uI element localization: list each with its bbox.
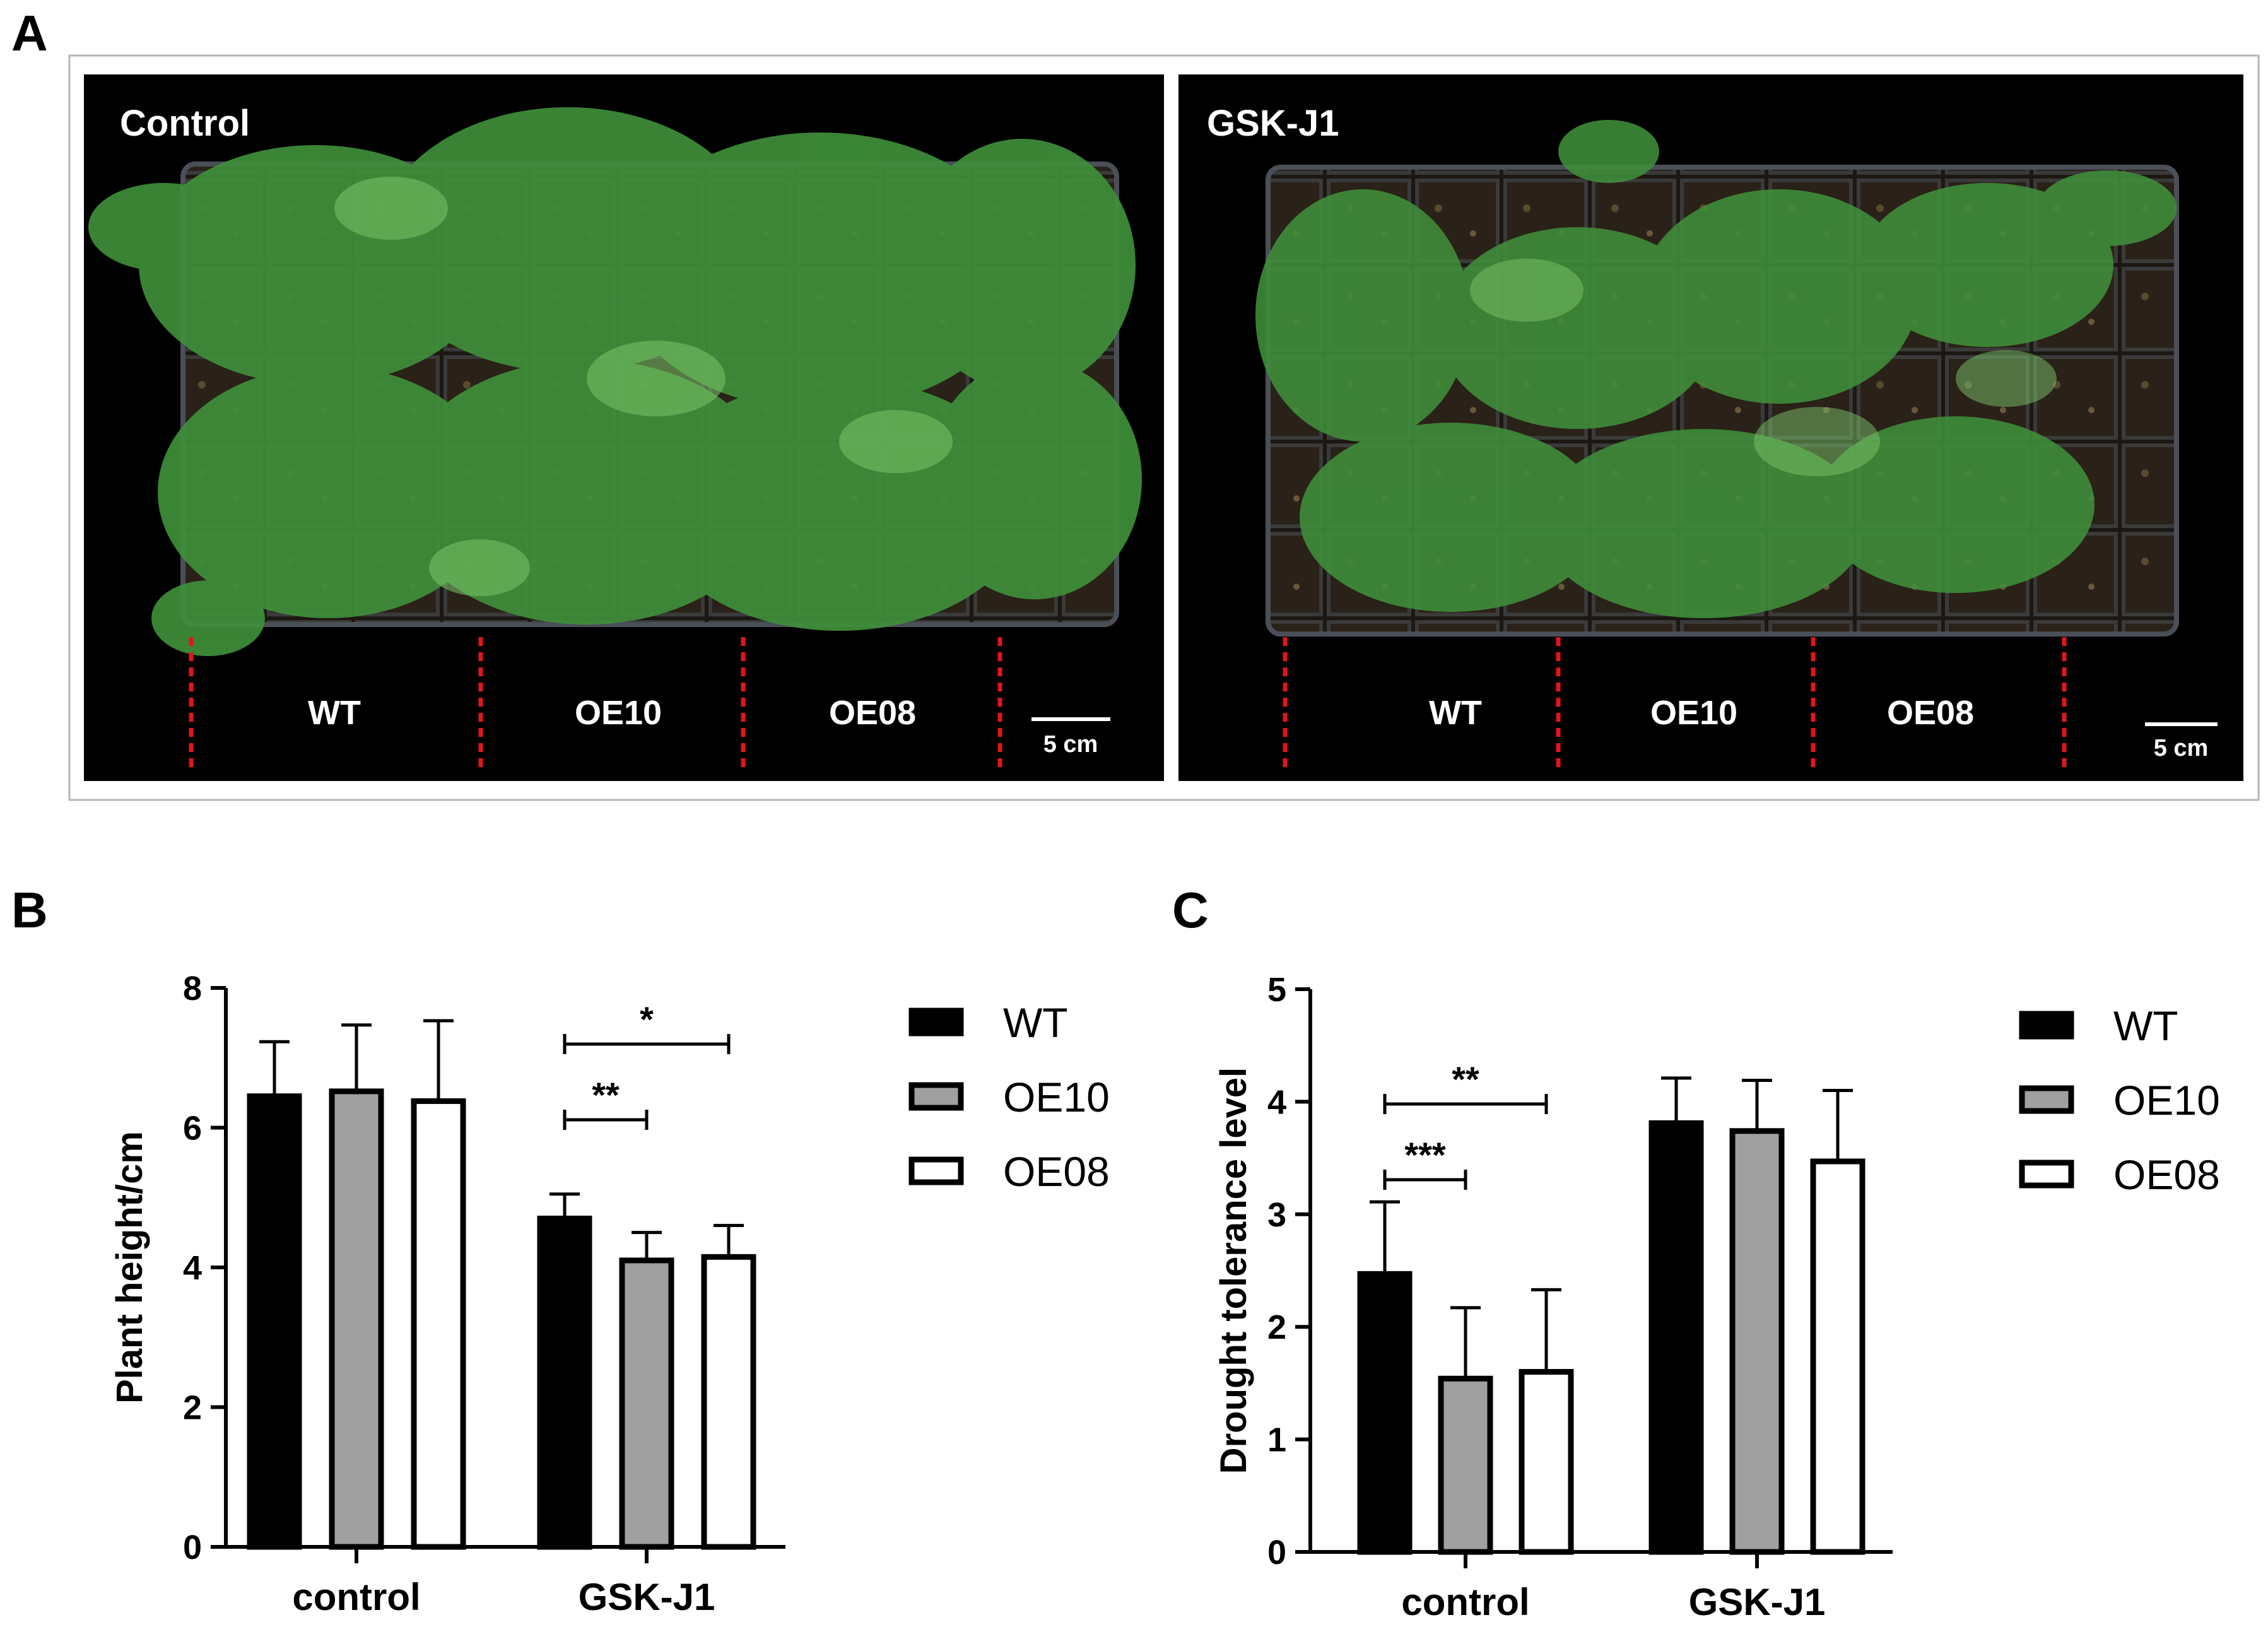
bar-oe10 bbox=[329, 1088, 384, 1550]
x-tick-label: control bbox=[292, 1576, 420, 1618]
photo-control: Control WT OE10 OE08 5 cm bbox=[84, 74, 1164, 781]
bar-wt bbox=[247, 1093, 302, 1550]
y-axis-label: Drought tolerance level bbox=[1213, 1067, 1254, 1474]
bar-oe10 bbox=[1729, 1128, 1785, 1555]
y-tick-label: 2 bbox=[1267, 1308, 1286, 1346]
legend-swatch-oe08 bbox=[908, 1156, 964, 1185]
bar-oe08 bbox=[1519, 1369, 1574, 1555]
photo-title-gsk-j1: GSK-J1 bbox=[1207, 103, 1339, 144]
y-tick-label: 2 bbox=[183, 1389, 202, 1427]
photo-frame bbox=[68, 54, 2260, 801]
bar-wt bbox=[1648, 1120, 1704, 1555]
legend-label-oe10: OE10 bbox=[1003, 1074, 1110, 1120]
bar-oe08 bbox=[701, 1254, 756, 1550]
y-tick-label: 0 bbox=[183, 1529, 202, 1566]
scale-label: 5 cm bbox=[1043, 731, 1098, 758]
genotype-dividers bbox=[189, 637, 1002, 773]
y-tick-label: 8 bbox=[183, 970, 202, 1007]
bar-wt bbox=[537, 1215, 592, 1550]
legend-swatch-wt bbox=[2019, 1011, 2074, 1040]
y-tick-label: 1 bbox=[1267, 1421, 1286, 1459]
x-tick-label: control bbox=[1401, 1581, 1529, 1623]
x-tick-label: GSK-J1 bbox=[579, 1576, 715, 1618]
legend-label-oe10: OE10 bbox=[2113, 1077, 2220, 1124]
significance-label: * bbox=[640, 999, 654, 1039]
significance-label: ** bbox=[592, 1075, 620, 1115]
panel-label-a: A bbox=[11, 5, 48, 61]
bar-wt bbox=[1357, 1271, 1413, 1555]
legend-label-wt: WT bbox=[1003, 999, 1068, 1046]
bar-oe10 bbox=[1438, 1375, 1493, 1555]
legend-label-wt: WT bbox=[2113, 1002, 2178, 1049]
significance-label: ** bbox=[1452, 1059, 1479, 1099]
genotype-label-wt: WT bbox=[1429, 694, 1482, 732]
y-tick-label: 0 bbox=[1267, 1534, 1286, 1571]
genotype-label-oe10: OE10 bbox=[1650, 694, 1737, 732]
legend-swatch-oe10 bbox=[2019, 1085, 2074, 1114]
panel-label-c: C bbox=[1172, 882, 1209, 938]
significance-label: *** bbox=[1404, 1135, 1446, 1175]
legend-swatch-wt bbox=[908, 1007, 964, 1037]
genotype-label-oe10: OE10 bbox=[575, 694, 662, 732]
genotype-label-wt: WT bbox=[308, 694, 361, 732]
x-tick-label: GSK-J1 bbox=[1689, 1581, 1826, 1623]
y-tick-label: 4 bbox=[1267, 1083, 1286, 1121]
bar-oe08 bbox=[1810, 1158, 1866, 1555]
scale-label: 5 cm bbox=[2154, 735, 2209, 761]
photo-gsk-j1: GSK-J1 WT OE10 OE08 5 cm bbox=[1178, 74, 2243, 781]
chart-drought-tolerance: 0 1 2 3 4 5 Drought tolerance level control GSK-… bbox=[1213, 971, 2220, 1623]
genotype-label-oe08: OE08 bbox=[829, 694, 916, 732]
bar-oe08 bbox=[411, 1098, 466, 1550]
y-tick-label: 5 bbox=[1267, 971, 1286, 1009]
genotype-dividers bbox=[1283, 637, 2067, 773]
legend-label-oe08: OE08 bbox=[2113, 1151, 2220, 1198]
panel-label-b: B bbox=[11, 882, 48, 938]
y-tick-label: 3 bbox=[1267, 1196, 1286, 1234]
y-tick-label: 6 bbox=[183, 1110, 202, 1148]
legend-swatch-oe10 bbox=[908, 1082, 964, 1111]
genotype-label-oe08: OE08 bbox=[1887, 694, 1974, 732]
photo-title-control: Control bbox=[120, 103, 250, 144]
legend-swatch-oe08 bbox=[2019, 1160, 2074, 1189]
y-tick-label: 4 bbox=[183, 1249, 202, 1287]
legend-label-oe08: OE08 bbox=[1003, 1148, 1110, 1195]
y-axis-label: Plant height/cm bbox=[109, 1131, 150, 1404]
bar-oe10 bbox=[619, 1257, 674, 1550]
seedling-foliage bbox=[1255, 120, 2177, 618]
